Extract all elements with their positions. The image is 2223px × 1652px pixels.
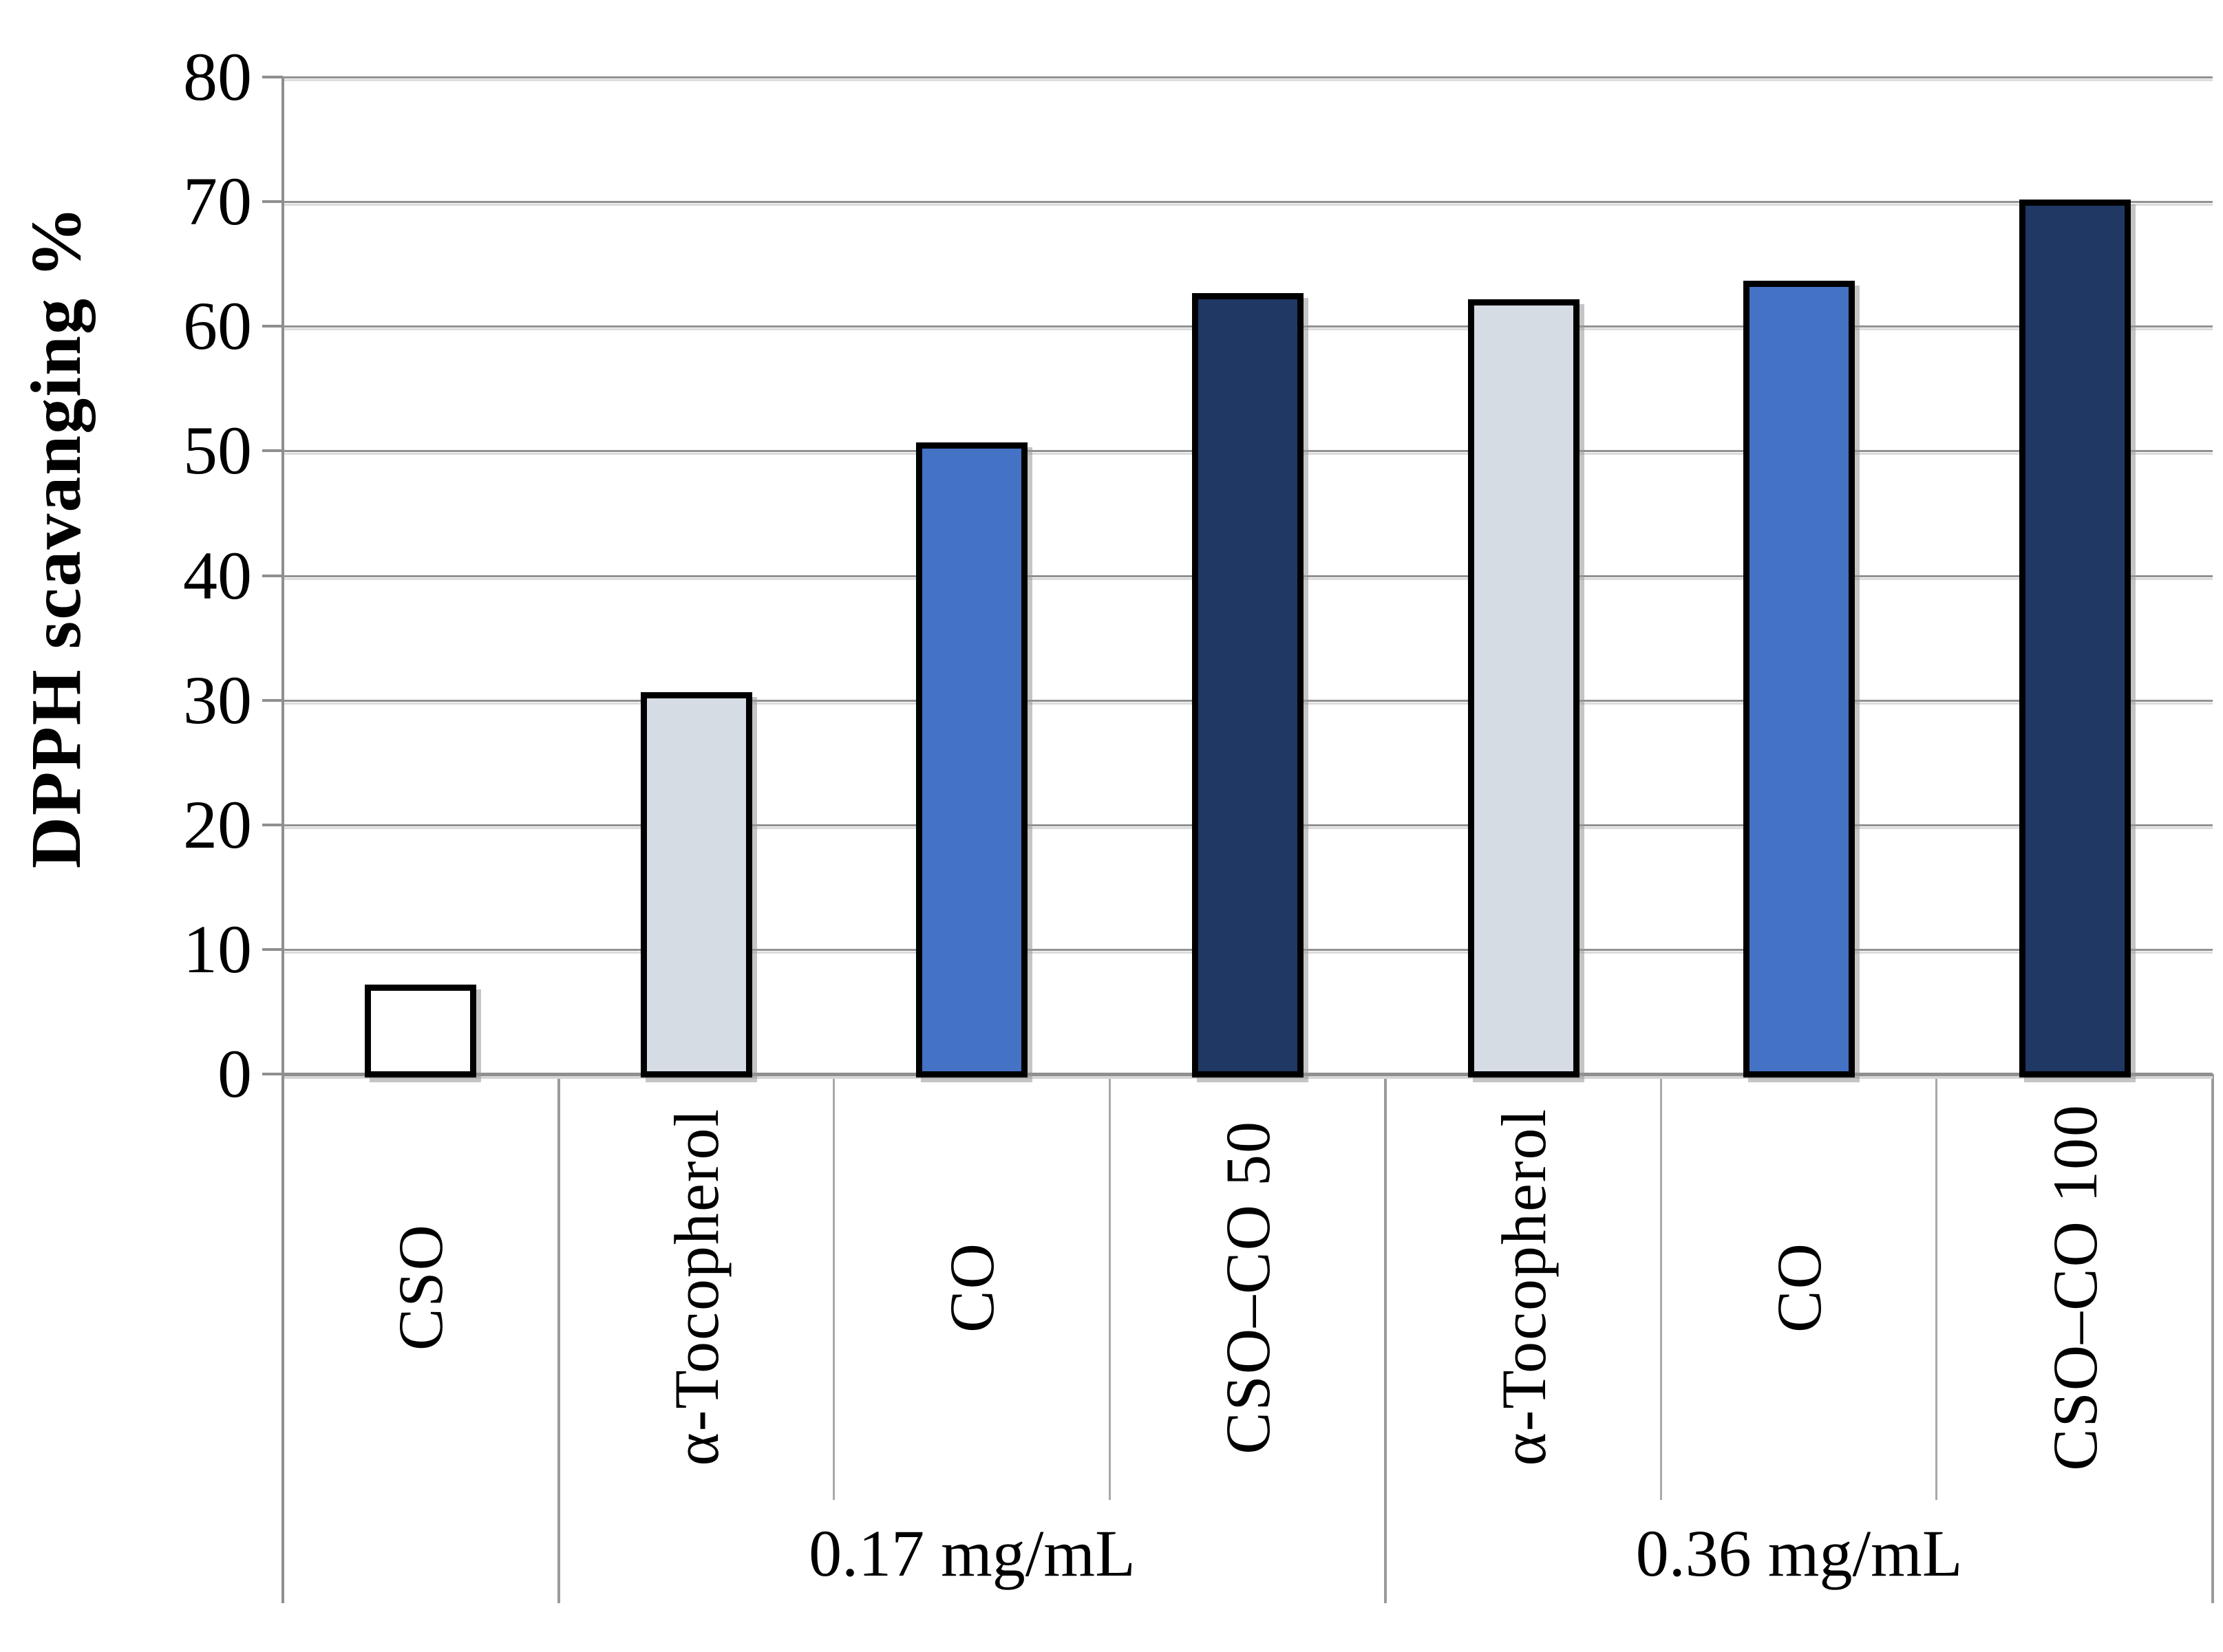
y-tick-mark-70 (262, 200, 283, 204)
category-label-5: α-Tocopherol (1385, 1081, 1661, 1493)
category-separator (1935, 1074, 1938, 1500)
bar-2--tocopherol (640, 691, 752, 1077)
category-label-text: CO (937, 1241, 1008, 1333)
group-label-0.17-mg-mL: 0.17 mg/mL (809, 1516, 1136, 1590)
y-tick-mark-30 (262, 698, 283, 702)
group-label-0.36-mg-mL: 0.36 mg/mL (1635, 1516, 1963, 1590)
bar-7-cso-co-100 (2019, 200, 2131, 1077)
category-label-text: CSO–CO 50 (1212, 1119, 1283, 1455)
group-separator (557, 1074, 560, 1603)
y-tick-mark-80 (262, 76, 283, 78)
y-tick-label-50: 50 (183, 412, 252, 489)
category-separator (1108, 1074, 1111, 1500)
y-tick-label-0: 0 (217, 1036, 252, 1112)
y-tick-mark-60 (262, 325, 283, 328)
y-tick-mark-20 (262, 823, 283, 826)
y-tick-label-60: 60 (183, 288, 252, 365)
y-tick-label-30: 30 (183, 661, 252, 738)
category-separator (833, 1074, 836, 1500)
bar-6-co (1743, 280, 1855, 1077)
category-label-text: CSO–CO 100 (2039, 1103, 2110, 1471)
category-label-text: α-Tocopherol (661, 1108, 732, 1466)
group-separator (1384, 1074, 1387, 1603)
y-tick-label-10: 10 (183, 910, 252, 987)
category-label-text: CSO (385, 1223, 456, 1351)
y-tick-label-70: 70 (183, 163, 252, 240)
category-label-1: CSO (283, 1081, 559, 1493)
bar-4-cso-co-50 (1192, 292, 1304, 1077)
category-label-3: CO (834, 1081, 1110, 1493)
y-tick-label-20: 20 (183, 786, 252, 863)
y-axis-line (281, 77, 284, 1603)
category-label-7: CSO–CO 100 (1937, 1081, 2213, 1493)
y-tick-label-40: 40 (183, 537, 252, 614)
bar-5--tocopherol (1467, 299, 1580, 1077)
category-label-4: CSO–CO 50 (1110, 1081, 1386, 1493)
category-label-text: CO (1764, 1241, 1835, 1333)
group-separator (2211, 1074, 2214, 1603)
y-tick-label-80: 80 (183, 39, 252, 115)
y-tick-mark-10 (262, 947, 283, 951)
category-label-2: α-Tocopherol (559, 1081, 835, 1493)
category-separator (1659, 1074, 1662, 1500)
category-label-text: α-Tocopherol (1488, 1108, 1559, 1466)
y-tick-mark-50 (262, 449, 283, 453)
y-tick-mark-40 (262, 574, 283, 577)
category-label-6: CO (1661, 1081, 1937, 1493)
bar-1-cso (365, 985, 477, 1077)
gridline-70 (283, 201, 2213, 204)
gridline-80 (283, 76, 2213, 78)
y-tick-mark-0 (262, 1073, 283, 1075)
bar-3-co (916, 442, 1028, 1077)
